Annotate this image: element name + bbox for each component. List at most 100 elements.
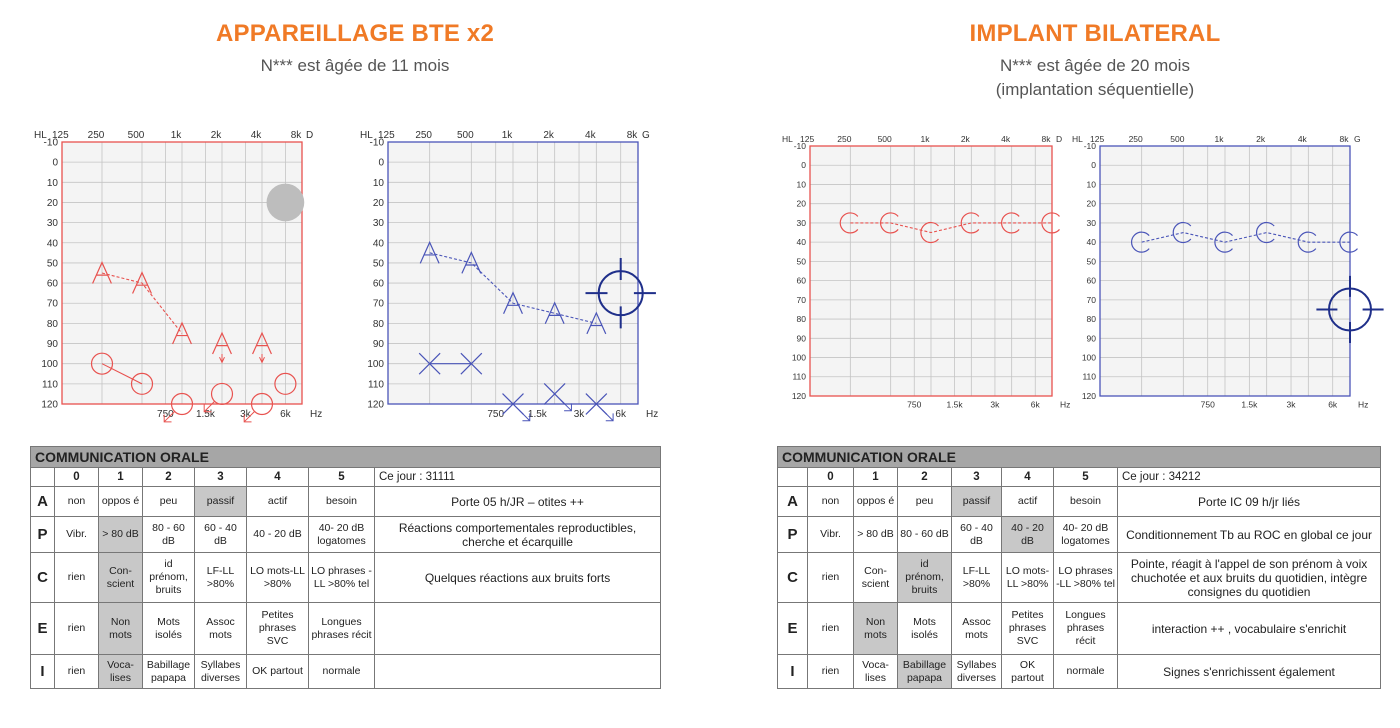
level-1: 1 — [98, 467, 143, 487]
table-cell: besoin — [308, 486, 375, 517]
marker-c — [880, 212, 899, 234]
top-freq-label: 1k — [1215, 134, 1225, 144]
table-cell: Con-scient — [98, 552, 143, 603]
table-cell: Longues phrases récit — [308, 602, 375, 655]
row-label: P — [777, 516, 808, 553]
marker-c — [960, 212, 980, 234]
db-label: 110 — [368, 379, 384, 390]
no-response-arrow — [518, 409, 531, 422]
marker-o — [130, 372, 154, 395]
row-note — [373, 602, 662, 655]
table-cell: Vibr. — [807, 516, 854, 553]
audiogram-left-right-ear: 125 250 500 1k 2k 4k 8k HL D 750 1.5k 3k 6k Hz -10 0 10 2… — [34, 130, 322, 423]
bottom-freq-label: 6k — [1031, 400, 1041, 410]
data-point — [418, 352, 441, 375]
row-note: Conditionnement Tb au ROC en global ce j… — [1116, 516, 1382, 553]
top-freq-label: 2k — [961, 134, 971, 144]
data-point — [503, 291, 523, 314]
data-point — [1297, 231, 1317, 253]
db-label: 0 — [378, 158, 384, 169]
top-freq-label: 500 — [1170, 134, 1184, 144]
series-line — [101, 272, 183, 334]
data-point — [274, 372, 297, 395]
table-cell: 40 - 20 dB — [1001, 516, 1054, 553]
db-label: 30 — [797, 218, 807, 228]
marker-a — [419, 240, 440, 264]
table-cell: besoin — [1053, 486, 1118, 517]
level-4: 4 — [1001, 467, 1054, 487]
db-label: 60 — [797, 276, 807, 286]
plot-frame — [809, 145, 1053, 397]
data-point — [960, 212, 980, 234]
marker-a — [586, 311, 607, 335]
table-cell: rien — [807, 654, 854, 689]
row-label: I — [30, 654, 55, 689]
row-note: Signes s'enrichissent également — [1116, 654, 1382, 689]
table-cell: id prénom, bruits — [897, 552, 952, 603]
table-cell: Voca-lises — [98, 654, 143, 689]
db-label: 30 — [1087, 218, 1097, 228]
db-label: 120 — [367, 400, 384, 411]
hz-label: Hz — [646, 409, 658, 420]
row-note: Pointe, réagit à l'appel de son prénom à… — [1116, 552, 1382, 603]
data-point — [920, 221, 939, 244]
ear-label: D — [1056, 134, 1062, 144]
table-cell: non — [807, 486, 854, 517]
row-label: C — [777, 552, 808, 603]
top-freq-label: 125 — [378, 130, 395, 141]
left-subtitle: N*** est âgée de 11 mois — [260, 56, 450, 75]
data-point — [460, 352, 483, 375]
db-label: 70 — [373, 299, 385, 310]
top-freq-label: 1k — [921, 134, 931, 144]
top-freq-label: 500 — [457, 130, 474, 141]
table-cell: oppos é — [853, 486, 898, 517]
marker-a — [172, 321, 192, 345]
row-label: I — [777, 654, 808, 689]
table-cell: > 80 dB — [853, 516, 898, 553]
top-freq-label: 8k — [1340, 134, 1350, 144]
audiogram-right-left-ear: 125 250 500 1k 2k 4k 8k HL G 750 1.5k 3k 6k Hz -10 0 10 2… — [1072, 134, 1384, 410]
table-cell: LO mots-LL >80% — [1001, 552, 1054, 603]
db-label: 10 — [797, 179, 807, 189]
row-note: Porte IC 09 h/jr liés — [1116, 486, 1382, 517]
db-label: 100 — [367, 359, 384, 370]
data-point — [90, 352, 114, 375]
bottom-freq-label: 3k — [1287, 400, 1297, 410]
data-point — [1001, 212, 1020, 234]
top-freq-label: 8k — [291, 130, 303, 141]
table-cell: peu — [142, 486, 195, 517]
data-point — [132, 271, 152, 294]
data-point — [172, 321, 192, 345]
table-cell: Longues phrases récit — [1053, 602, 1118, 655]
table-cell: 40- 20 dB logatomes — [1053, 516, 1118, 553]
data-point — [1041, 212, 1060, 234]
audiogram-left-left-ear: 125 250 500 1k 2k 4k 8k HL G 750 1.5k 3k 6k Hz -10 0 10 2… — [360, 130, 658, 422]
db-label: 60 — [47, 279, 59, 290]
table-cell: Vibr. — [54, 516, 99, 553]
db-label: 20 — [373, 198, 385, 209]
table-cell: OK partout — [246, 654, 309, 689]
top-freq-label: 1k — [171, 130, 183, 141]
db-label: 50 — [47, 258, 59, 269]
top-freq-label: 4k — [251, 130, 263, 141]
data-point — [1172, 221, 1192, 244]
marker-c — [839, 212, 859, 234]
top-freq-label: 125 — [800, 134, 814, 144]
data-point — [586, 311, 607, 335]
top-freq-label: 8k — [1042, 134, 1052, 144]
marker-a — [544, 301, 565, 325]
bottom-freq-label: 750 — [907, 400, 921, 410]
data-point — [419, 240, 440, 264]
ear-label: G — [1354, 134, 1361, 144]
db-label: 50 — [373, 258, 385, 269]
db-label: 80 — [797, 314, 807, 324]
marker-o — [170, 392, 194, 416]
table-cell: Mots isolés — [142, 602, 195, 655]
table-cell: LO phrases -LL >80% tel — [308, 552, 375, 603]
audiogram-right-right-ear: 125 250 500 1k 2k 4k 8k HL D 750 1.5k 3k 6k Hz -10 0 10 2… — [782, 134, 1070, 410]
table-cell: normale — [308, 654, 375, 689]
db-label: 0 — [1091, 160, 1096, 170]
data-point — [203, 382, 234, 413]
